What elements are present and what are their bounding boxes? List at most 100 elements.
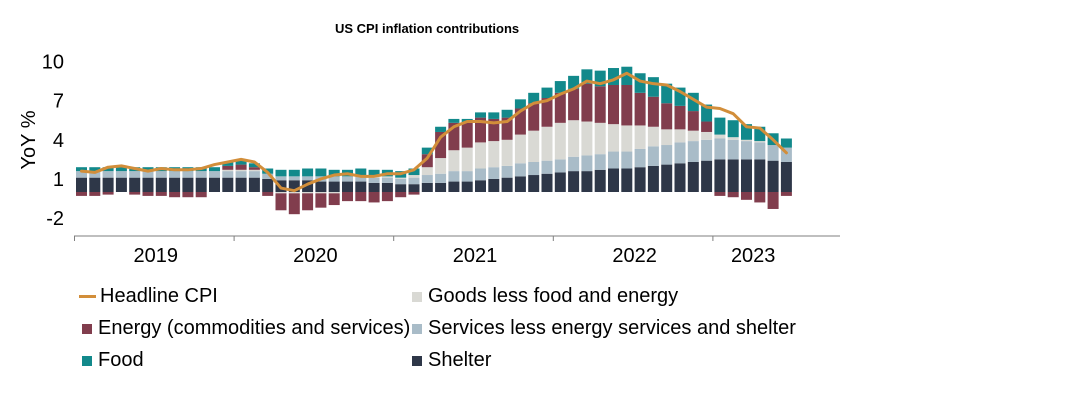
bar-shelter-2020-12 — [381, 182, 393, 192]
bar-food-2022-04 — [594, 70, 606, 87]
bar-energy-commodities-and-services-2019-07 — [155, 192, 167, 196]
bar-energy-commodities-and-services-2021-09 — [501, 117, 513, 140]
bar-goods-less-food-and-energy-2021-05 — [448, 150, 460, 172]
bar-food-2023-03 — [741, 124, 752, 140]
bar-food-2022-03 — [581, 69, 593, 84]
bar-food-2021-11 — [528, 92, 540, 104]
bar-food-2019-01 — [76, 167, 87, 172]
bar-services-less-energy-services-and-shelter-2022-03 — [581, 155, 593, 172]
bar-shelter-2022-04 — [594, 169, 606, 192]
bar-food-2021-03 — [421, 147, 433, 155]
bar-services-less-energy-services-and-shelter-2023-05 — [767, 145, 779, 161]
bar-food-2020-04 — [275, 169, 287, 177]
bar-energy-commodities-and-services-2019-08 — [169, 192, 181, 198]
bar-goods-less-food-and-energy-2022-11 — [687, 130, 699, 142]
bar-energy-commodities-and-services-2022-01 — [554, 92, 566, 123]
bar-shelter-2023-05 — [767, 160, 779, 192]
bar-energy-commodities-and-services-2020-03 — [262, 192, 274, 196]
legend-swatch-food — [82, 355, 92, 366]
bar-shelter-2019-09 — [182, 177, 194, 192]
bar-energy-commodities-and-services-2021-03 — [421, 154, 433, 168]
bar-food-2022-08 — [647, 77, 659, 97]
y-tick-label-10: 10 — [42, 52, 64, 74]
bar-shelter-2019-10 — [195, 177, 207, 192]
bar-goods-less-food-and-energy-2020-05 — [288, 192, 300, 194]
bar-energy-commodities-and-services-2020-08 — [328, 193, 340, 206]
bar-goods-less-food-and-energy-2022-08 — [647, 126, 659, 147]
bar-energy-commodities-and-services-2020-10 — [355, 192, 367, 202]
bar-shelter-2020-02 — [248, 177, 260, 192]
bar-food-2020-10 — [355, 168, 367, 176]
bar-energy-commodities-and-services-2021-11 — [528, 103, 540, 131]
bar-energy-commodities-and-services-2021-06 — [461, 122, 473, 148]
bar-services-less-energy-services-and-shelter-2019-08 — [169, 171, 181, 178]
bar-services-less-energy-services-and-shelter-2019-01 — [76, 171, 87, 178]
legend-swatch-energy — [82, 323, 92, 334]
bar-goods-less-food-and-energy-2022-05 — [608, 124, 619, 152]
bar-energy-commodities-and-services-2022-10 — [674, 105, 686, 130]
bar-energy-commodities-and-services-2020-06 — [302, 193, 314, 211]
bar-shelter-2020-06 — [302, 180, 314, 192]
bar-shelter-2023-06 — [780, 161, 792, 192]
bar-shelter-2020-09 — [342, 181, 353, 192]
bar-energy-commodities-and-services-2020-04 — [275, 193, 287, 211]
bar-goods-less-food-and-energy-2019-12 — [222, 169, 234, 172]
bar-shelter-2023-02 — [727, 159, 739, 193]
bar-food-2020-08 — [328, 169, 340, 177]
bar-energy-commodities-and-services-2023-06 — [780, 192, 792, 196]
bar-shelter-2023-04 — [754, 159, 766, 193]
bar-shelter-2019-06 — [142, 177, 154, 192]
bar-services-less-energy-services-and-shelter-2020-10 — [355, 176, 367, 182]
bar-energy-commodities-and-services-2019-09 — [182, 192, 194, 198]
bar-shelter-2019-08 — [169, 177, 181, 192]
bar-services-less-energy-services-and-shelter-2021-05 — [448, 171, 460, 182]
bar-food-2022-12 — [701, 104, 713, 122]
bar-goods-less-food-and-energy-2021-02 — [408, 175, 420, 178]
bar-shelter-2020-07 — [315, 181, 327, 192]
bar-energy-commodities-and-services-2023-01 — [714, 192, 726, 196]
bar-energy-commodities-and-services-2020-12 — [381, 192, 393, 202]
bar-energy-commodities-and-services-2023-02 — [727, 192, 739, 198]
bar-services-less-energy-services-and-shelter-2019-12 — [222, 171, 234, 178]
bar-energy-commodities-and-services-2021-04 — [435, 131, 447, 159]
bar-food-2021-02 — [408, 168, 420, 176]
bar-food-2023-02 — [727, 120, 739, 138]
bar-food-2019-02 — [89, 167, 101, 172]
bar-goods-less-food-and-energy-2021-01 — [395, 177, 407, 179]
bar-energy-commodities-and-services-2019-02 — [89, 192, 101, 196]
bar-goods-less-food-and-energy-2020-08 — [328, 192, 340, 194]
y-tick-label-4: 4 — [53, 130, 64, 152]
bar-services-less-energy-services-and-shelter-2019-02 — [89, 171, 101, 178]
bar-shelter-2023-01 — [714, 159, 726, 193]
bar-food-2019-11 — [209, 167, 220, 172]
bar-energy-commodities-and-services-2022-09 — [661, 103, 673, 130]
bar-energy-commodities-and-services-2022-07 — [634, 92, 646, 126]
legend-item-services: Services less energy services and shelte… — [409, 317, 796, 340]
bar-services-less-energy-services-and-shelter-2021-08 — [488, 167, 500, 179]
bar-food-2020-07 — [315, 168, 327, 177]
bar-shelter-2019-05 — [129, 177, 141, 192]
bar-shelter-2021-06 — [461, 181, 473, 192]
bar-services-less-energy-services-and-shelter-2019-10 — [195, 171, 207, 178]
bar-food-2021-10 — [514, 99, 526, 109]
bar-food-2021-12 — [541, 87, 553, 99]
bar-shelter-2021-02 — [408, 184, 420, 192]
bar-food-2022-01 — [554, 81, 566, 93]
bar-energy-commodities-and-services-2021-02 — [408, 192, 420, 195]
x-tick-label-2022: 2022 — [612, 245, 657, 267]
bar-energy-commodities-and-services-2020-05 — [288, 193, 300, 215]
y-axis-label: YoY % — [18, 110, 40, 169]
bar-food-2020-01 — [235, 160, 247, 165]
bar-services-less-energy-services-and-shelter-2021-07 — [475, 168, 486, 181]
bar-shelter-2020-05 — [288, 180, 300, 192]
bar-energy-commodities-and-services-2021-12 — [541, 98, 553, 127]
bar-energy-commodities-and-services-2023-04 — [754, 192, 766, 203]
legend-item-goods: Goods less food and energy — [409, 285, 678, 308]
bar-food-2022-06 — [621, 66, 633, 85]
legend-swatch-headline-cpi — [79, 295, 96, 298]
bar-shelter-2021-08 — [488, 178, 500, 192]
bar-shelter-2019-01 — [76, 177, 87, 192]
legend-label-services: Services less energy services and shelte… — [428, 317, 796, 339]
bar-goods-less-food-and-energy-2022-12 — [701, 131, 713, 140]
bar-shelter-2021-03 — [421, 182, 433, 192]
